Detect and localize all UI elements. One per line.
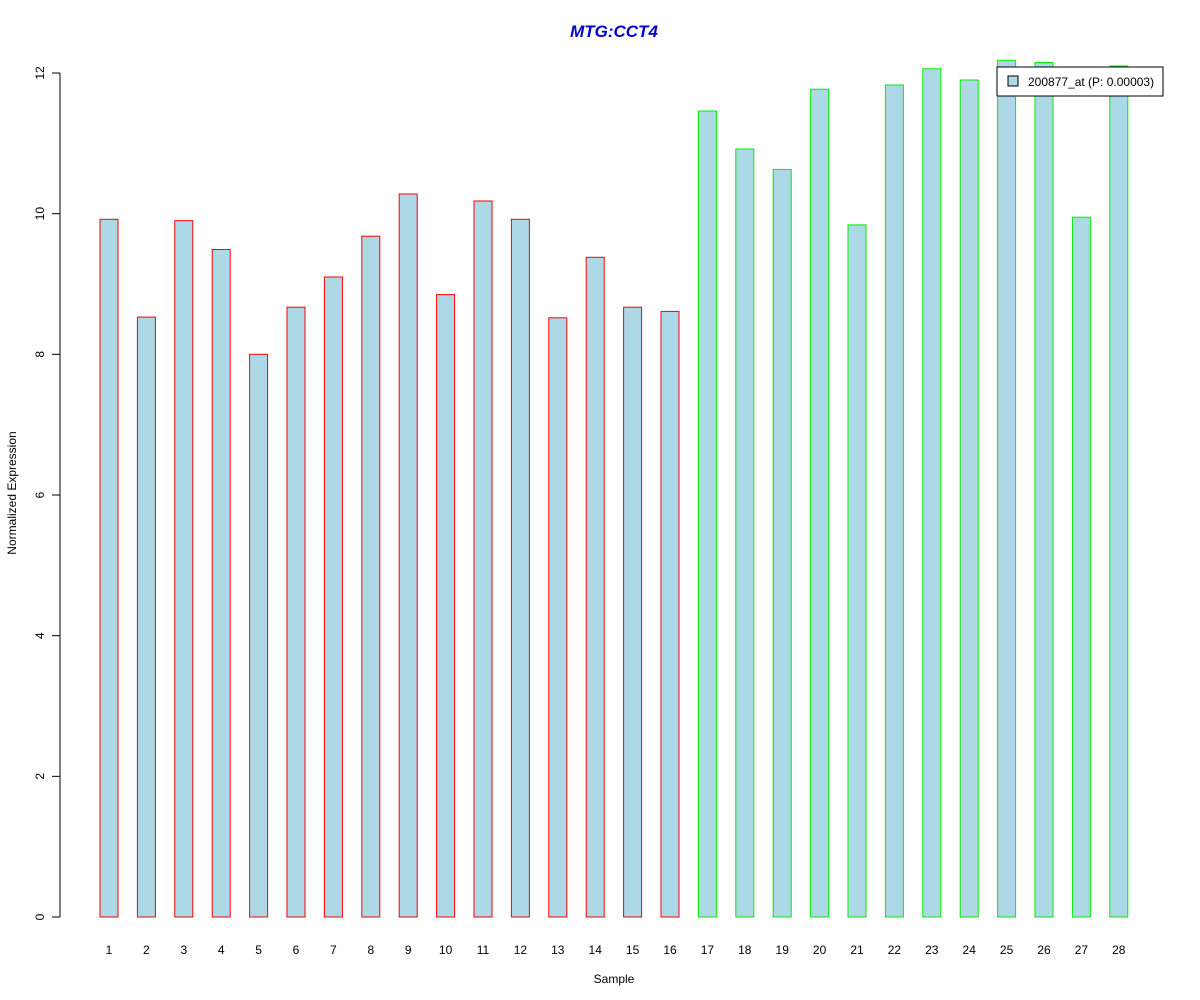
y-tick-label: 2 [33,773,47,780]
legend-label: 200877_at (P: 0.00003) [1028,75,1154,89]
y-axis-label: Normalized Expression [5,431,19,554]
bar-sample-7 [323,276,343,918]
y-tick-label: 10 [33,207,47,221]
y-tick-label: 8 [33,351,47,358]
bar-sample-13 [548,317,568,918]
bar-sample-24 [959,79,979,918]
bar-sample-6 [286,306,306,918]
x-tick-label: 14 [589,943,603,957]
x-tick-label: 28 [1112,943,1126,957]
x-tick-label: 6 [293,943,300,957]
legend-box [996,66,1164,97]
bar-sample-17 [697,110,717,918]
bar-sample-9 [398,193,418,918]
x-tick-label: 22 [888,943,902,957]
x-tick-label: 12 [514,943,528,957]
legend: 200877_at (P: 0.00003) [996,66,1164,97]
bar-sample-1 [99,218,119,918]
x-tick-label: 26 [1037,943,1051,957]
bar-sample-4 [211,249,231,918]
bar-sample-21 [847,224,867,918]
x-tick-labels: 1 2 3 4 5 6 7 8 9 10 11 12 13 14 15 16 17 18 19 20 21 22 23 24 2… [106,943,1126,957]
x-tick-label: 25 [1000,943,1014,957]
x-tick-label: 17 [701,943,715,957]
x-tick-label: 15 [626,943,640,957]
bar-sample-3 [174,220,194,918]
bar-sample-14 [585,256,605,918]
x-tick-label: 16 [663,943,677,957]
bar-sample-16 [660,310,680,918]
x-tick-label: 1 [106,943,113,957]
y-tick-label: 12 [33,66,47,80]
bar-sample-10 [436,294,456,918]
x-axis-label: Sample [594,972,635,986]
y-tick-label: 4 [33,632,47,639]
x-tick-label: 18 [738,943,752,957]
chart-title: MTG:CCT4 [570,22,658,41]
x-tick-label: 4 [218,943,225,957]
x-tick-label: 9 [405,943,412,957]
bar-sample-23 [922,68,942,918]
y-tick-label: 0 [33,913,47,920]
bar-sample-27 [1071,216,1091,918]
bars-group [99,59,1129,918]
x-tick-label: 5 [255,943,262,957]
bar-sample-12 [510,218,530,918]
x-tick-label: 2 [143,943,150,957]
y-axis: 0 2 4 6 8 10 12 [33,66,61,920]
x-tick-label: 20 [813,943,827,957]
x-tick-label: 23 [925,943,939,957]
bar-sample-8 [361,235,381,918]
bar-sample-20 [810,88,830,918]
bar-sample-2 [136,316,156,918]
x-tick-label: 8 [367,943,374,957]
x-tick-label: 11 [477,943,490,957]
x-tick-label: 19 [776,943,790,957]
x-tick-label: 7 [330,943,337,957]
bar-sample-15 [623,306,643,918]
bar-sample-18 [735,148,755,918]
y-tick-label: 6 [33,491,47,498]
bar-sample-11 [473,200,493,918]
bar-sample-22 [884,84,904,918]
x-tick-label: 10 [439,943,453,957]
x-tick-label: 27 [1075,943,1089,957]
x-tick-label: 3 [180,943,187,957]
x-tick-label: 24 [963,943,977,957]
x-tick-label: 21 [850,943,864,957]
bar-sample-26 [1034,62,1054,918]
bar-sample-19 [772,168,792,918]
bar-sample-28 [1109,65,1129,918]
bar-sample-5 [249,353,269,918]
bar-sample-25 [997,59,1017,918]
x-tick-label: 13 [551,943,565,957]
legend-swatch [1007,75,1019,87]
